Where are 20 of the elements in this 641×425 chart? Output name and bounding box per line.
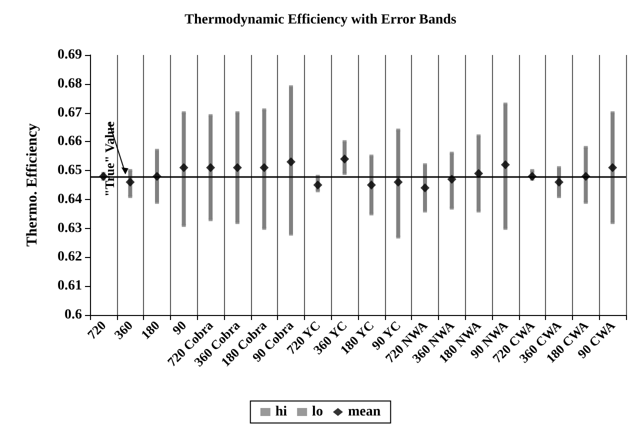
y-axis-title: Thermo. Efficiency	[24, 122, 40, 247]
y-tick-label: 0.64	[58, 192, 82, 207]
y-tick-label: 0.6	[64, 308, 82, 322]
legend-label: mean	[348, 404, 381, 420]
y-tick-label: 0.63	[58, 220, 82, 236]
y-tick-label: 0.65	[58, 163, 82, 178]
y-tick-label: 0.66	[58, 134, 82, 150]
y-tick-label: 0.61	[58, 278, 82, 294]
x-tick-label: 720	[84, 318, 109, 342]
x-tick-label: 180	[138, 318, 162, 342]
y-tick-label: 0.68	[58, 76, 82, 92]
chart-title: Thermodynamic Efficiency with Error Bands	[184, 12, 457, 28]
x-tick-label: 90	[169, 318, 190, 338]
y-tick-label: 0.67	[58, 105, 82, 120]
legend-label: hi	[275, 404, 288, 420]
legend-label: lo	[312, 404, 323, 420]
ref-line-label: "True" Value	[102, 121, 117, 197]
y-tick-label: 0.62	[58, 250, 82, 265]
y-tick-label: 0.69	[58, 48, 82, 62]
x-tick-label: 360	[111, 318, 136, 342]
